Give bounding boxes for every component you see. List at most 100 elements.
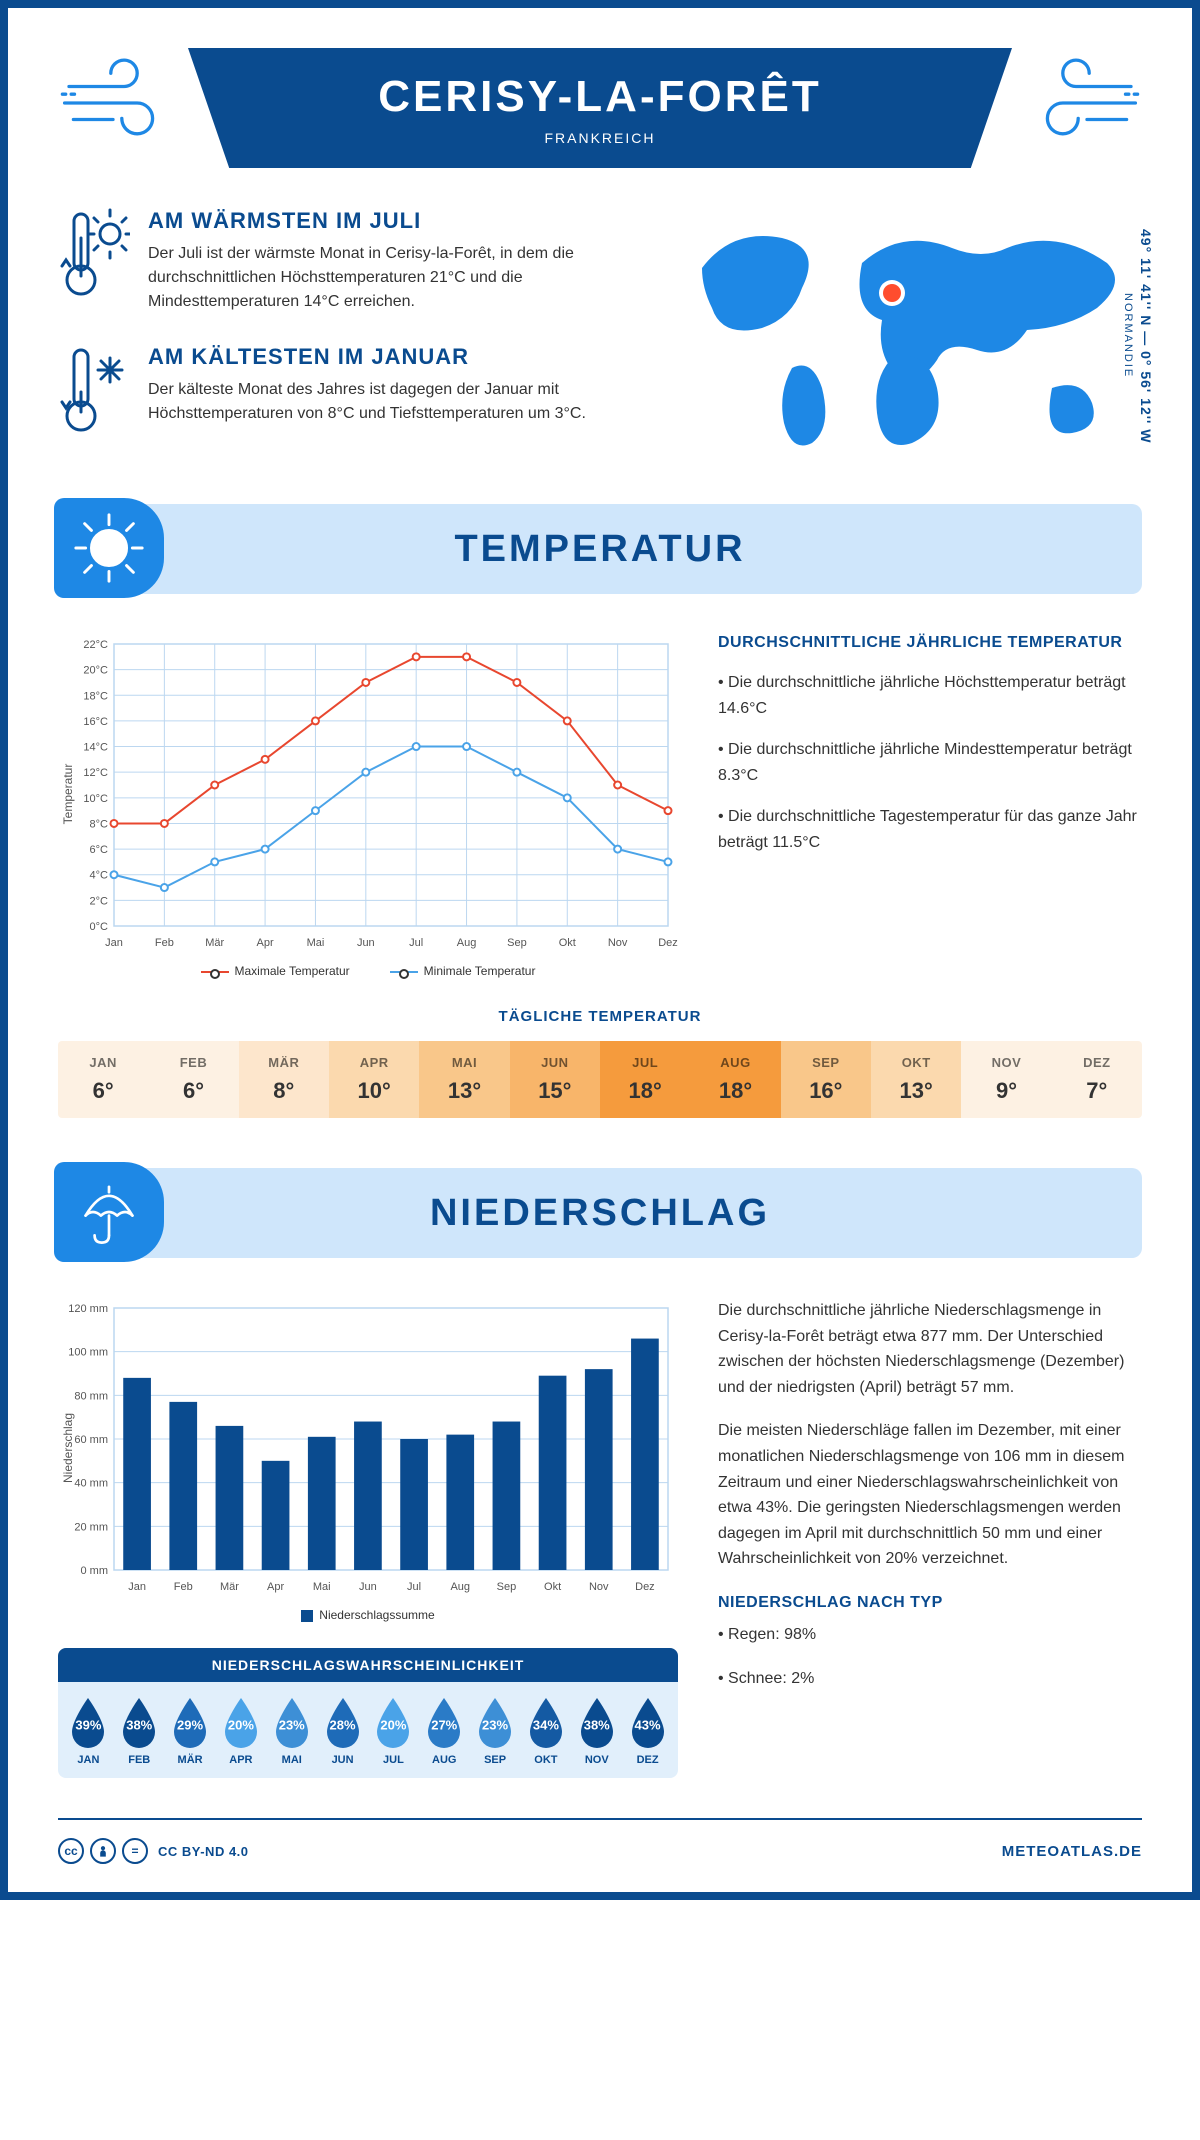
summary-bullet: • Die durchschnittliche jährliche Mindes… <box>718 737 1142 788</box>
world-map-icon <box>682 208 1142 458</box>
warmest-title: AM WÄRMSTEN IM JULI <box>148 208 642 234</box>
daily-temp-cell: MÄR8° <box>239 1041 329 1118</box>
precip-legend: Niederschlagssumme <box>58 1608 678 1622</box>
legend-max-label: Maximale Temperatur <box>235 964 350 978</box>
cc-icons: cc = <box>58 1838 148 1864</box>
svg-text:4°C: 4°C <box>90 870 109 882</box>
thermometer-sun-icon <box>58 208 130 298</box>
probability-drop: 39% JAN <box>64 1696 113 1766</box>
warmest-text: Der Juli ist der wärmste Monat in Cerisy… <box>148 242 642 314</box>
probability-drop: 38% NOV <box>572 1696 621 1766</box>
precip-by-type-title: NIEDERSCHLAG NACH TYP <box>718 1594 1142 1612</box>
svg-text:Jan: Jan <box>105 937 123 949</box>
daily-temp-cell: NOV9° <box>961 1041 1051 1118</box>
svg-text:8°C: 8°C <box>90 818 109 830</box>
probability-drop: 43% DEZ <box>623 1696 672 1766</box>
precip-section-header: NIEDERSCHLAG <box>58 1168 1142 1258</box>
svg-text:Feb: Feb <box>174 1581 193 1593</box>
temperature-legend: Maximale Temperatur Minimale Temperatur <box>58 964 678 978</box>
title-banner: CERISY-LA-FORÊT FRANKREICH <box>188 48 1012 168</box>
svg-text:10°C: 10°C <box>83 793 108 805</box>
probability-drop: 28% JUN <box>318 1696 367 1766</box>
svg-text:40 mm: 40 mm <box>74 1478 108 1490</box>
cc-by-icon <box>90 1838 116 1864</box>
precip-by-type-bullet: • Schnee: 2% <box>718 1666 1142 1692</box>
svg-text:Jun: Jun <box>359 1581 377 1593</box>
svg-text:16°C: 16°C <box>83 716 108 728</box>
temperature-title: TEMPERATUR <box>198 528 1142 571</box>
svg-text:2°C: 2°C <box>90 895 109 907</box>
sun-icon <box>54 498 164 598</box>
probability-drop: 27% AUG <box>420 1696 469 1766</box>
temperature-summary: DURCHSCHNITTLICHE JÄHRLICHE TEMPERATUR •… <box>718 634 1142 978</box>
svg-text:18°C: 18°C <box>83 690 108 702</box>
summary-bullet: • Die durchschnittliche Tagestemperatur … <box>718 804 1142 855</box>
svg-text:120 mm: 120 mm <box>68 1303 108 1315</box>
precip-title: NIEDERSCHLAG <box>198 1192 1142 1235</box>
svg-text:Mär: Mär <box>205 937 224 949</box>
svg-text:Dez: Dez <box>658 937 678 949</box>
svg-text:Sep: Sep <box>507 937 527 949</box>
daily-temp-cell: MAI13° <box>419 1041 509 1118</box>
svg-text:80 mm: 80 mm <box>74 1390 108 1402</box>
svg-text:Temperatur: Temperatur <box>61 764 75 825</box>
daily-temp-cell: APR10° <box>329 1041 419 1118</box>
daily-temp-cell: OKT13° <box>871 1041 961 1118</box>
svg-text:0°C: 0°C <box>90 921 109 933</box>
precip-para: Die durchschnittliche jährliche Niedersc… <box>718 1298 1142 1400</box>
probability-title: NIEDERSCHLAGSWAHRSCHEINLICHKEIT <box>58 1648 678 1682</box>
svg-text:12°C: 12°C <box>83 767 108 779</box>
precip-summary: Die durchschnittliche jährliche Niedersc… <box>718 1298 1142 1778</box>
warmest-fact: AM WÄRMSTEN IM JULI Der Juli ist der wär… <box>58 208 642 314</box>
cc-nd-icon: = <box>122 1838 148 1864</box>
svg-text:Dez: Dez <box>635 1581 655 1593</box>
legend-min-label: Minimale Temperatur <box>424 964 536 978</box>
page-country: FRANKREICH <box>218 130 982 146</box>
daily-temp-grid: JAN6°FEB6°MÄR8°APR10°MAI13°JUN15°JUL18°A… <box>58 1041 1142 1118</box>
umbrella-icon <box>54 1162 164 1262</box>
daily-temp-cell: AUG18° <box>690 1041 780 1118</box>
coldest-title: AM KÄLTESTEN IM JANUAR <box>148 344 642 370</box>
probability-drop: 29% MÄR <box>166 1696 215 1766</box>
wind-swirl-icon <box>1032 48 1142 158</box>
daily-temp-cell: JUN15° <box>510 1041 600 1118</box>
probability-drop: 20% JUL <box>369 1696 418 1766</box>
daily-temp-cell: FEB6° <box>148 1041 238 1118</box>
svg-text:20 mm: 20 mm <box>74 1521 108 1533</box>
probability-drop: 23% SEP <box>471 1696 520 1766</box>
coldest-text: Der kälteste Monat des Jahres ist dagege… <box>148 378 642 426</box>
svg-text:Nov: Nov <box>608 937 628 949</box>
daily-temp-title: TÄGLICHE TEMPERATUR <box>58 1008 1142 1025</box>
svg-text:Mär: Mär <box>220 1581 239 1593</box>
svg-text:Aug: Aug <box>450 1581 470 1593</box>
precip-bar-chart: 0 mm20 mm40 mm60 mm80 mm100 mm120 mmJanF… <box>58 1298 678 1622</box>
thermometer-snow-icon <box>58 344 130 434</box>
svg-text:Okt: Okt <box>544 1581 561 1593</box>
header-row: CERISY-LA-FORÊT FRANKREICH <box>58 48 1142 168</box>
svg-text:14°C: 14°C <box>83 742 108 754</box>
svg-text:Nov: Nov <box>589 1581 609 1593</box>
svg-text:60 mm: 60 mm <box>74 1434 108 1446</box>
daily-temp-cell: SEP16° <box>781 1041 871 1118</box>
probability-drop: 23% MAI <box>267 1696 316 1766</box>
svg-text:22°C: 22°C <box>83 639 108 651</box>
cc-icon: cc <box>58 1838 84 1864</box>
temperature-line-chart: 0°C2°C4°C6°C8°C10°C12°C14°C16°C18°C20°C2… <box>58 634 678 978</box>
svg-text:Okt: Okt <box>559 937 576 949</box>
precip-para: Die meisten Niederschläge fallen im Deze… <box>718 1418 1142 1572</box>
temperature-section-header: TEMPERATUR <box>58 504 1142 594</box>
temperature-summary-title: DURCHSCHNITTLICHE JÄHRLICHE TEMPERATUR <box>718 634 1142 652</box>
svg-text:Jul: Jul <box>407 1581 421 1593</box>
svg-text:Feb: Feb <box>155 937 174 949</box>
svg-text:Mai: Mai <box>307 937 325 949</box>
svg-text:20°C: 20°C <box>83 665 108 677</box>
coldest-fact: AM KÄLTESTEN IM JANUAR Der kälteste Mona… <box>58 344 642 434</box>
footer-brand: METEOATLAS.DE <box>1002 1843 1142 1860</box>
daily-temp-cell: DEZ7° <box>1052 1041 1142 1118</box>
svg-text:Sep: Sep <box>497 1581 517 1593</box>
daily-temp-cell: JAN6° <box>58 1041 148 1118</box>
page-footer: cc = CC BY-ND 4.0 METEOATLAS.DE <box>58 1818 1142 1872</box>
precip-legend-label: Niederschlagssumme <box>319 1608 434 1622</box>
svg-text:Jul: Jul <box>409 937 423 949</box>
precip-by-type-bullet: • Regen: 98% <box>718 1622 1142 1648</box>
